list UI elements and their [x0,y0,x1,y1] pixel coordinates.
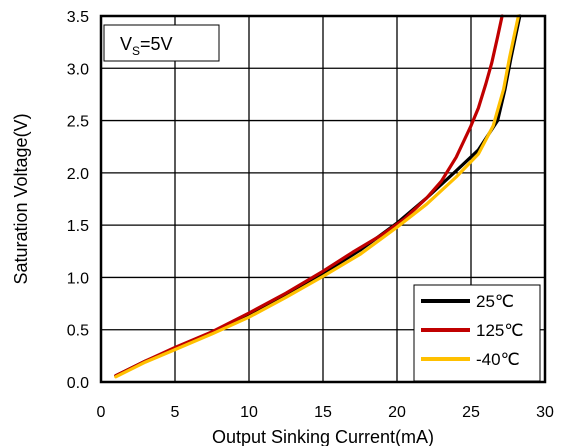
y-tick-label: 2.0 [67,166,89,183]
x-tick-label: 0 [97,404,106,421]
y-axis-title: Saturation Voltage(V) [11,113,31,284]
series-layer [114,14,522,379]
y-tick-label: 1.0 [67,270,89,287]
plot-frame [99,14,547,384]
legend-label: 25℃ [476,292,514,311]
annotation-text: VS=5V [120,34,173,58]
tick-labels: 0 5 10 15 20 25 30 0.0 0.5 1.0 1.5 2.0 2.5 3.0 3.5 [67,9,554,421]
x-tick-label: 25 [462,404,480,421]
x-axis-title: Output Sinking Current(mA) [212,427,434,446]
x-tick-label: 20 [388,404,406,421]
series-line-1 [114,14,504,378]
y-tick-label: 1.5 [67,218,89,235]
series-line-2 [114,14,521,379]
legend-label: 125℃ [476,321,523,340]
y-tick-label: 0.5 [67,323,89,340]
x-tick-label: 15 [314,404,332,421]
y-tick-label: 3.5 [67,9,89,26]
y-tick-label: 3.0 [67,61,89,78]
y-tick-label: 2.5 [67,114,89,131]
x-tick-label: 10 [240,404,258,421]
annotation-box: VS=5V [103,24,220,62]
y-tick-label: 0.0 [67,375,89,392]
legend-label: -40℃ [476,350,520,369]
legend: 25℃ 125℃ -40℃ [413,284,541,382]
x-tick-label: 5 [171,404,180,421]
x-tick-label: 30 [536,404,554,421]
